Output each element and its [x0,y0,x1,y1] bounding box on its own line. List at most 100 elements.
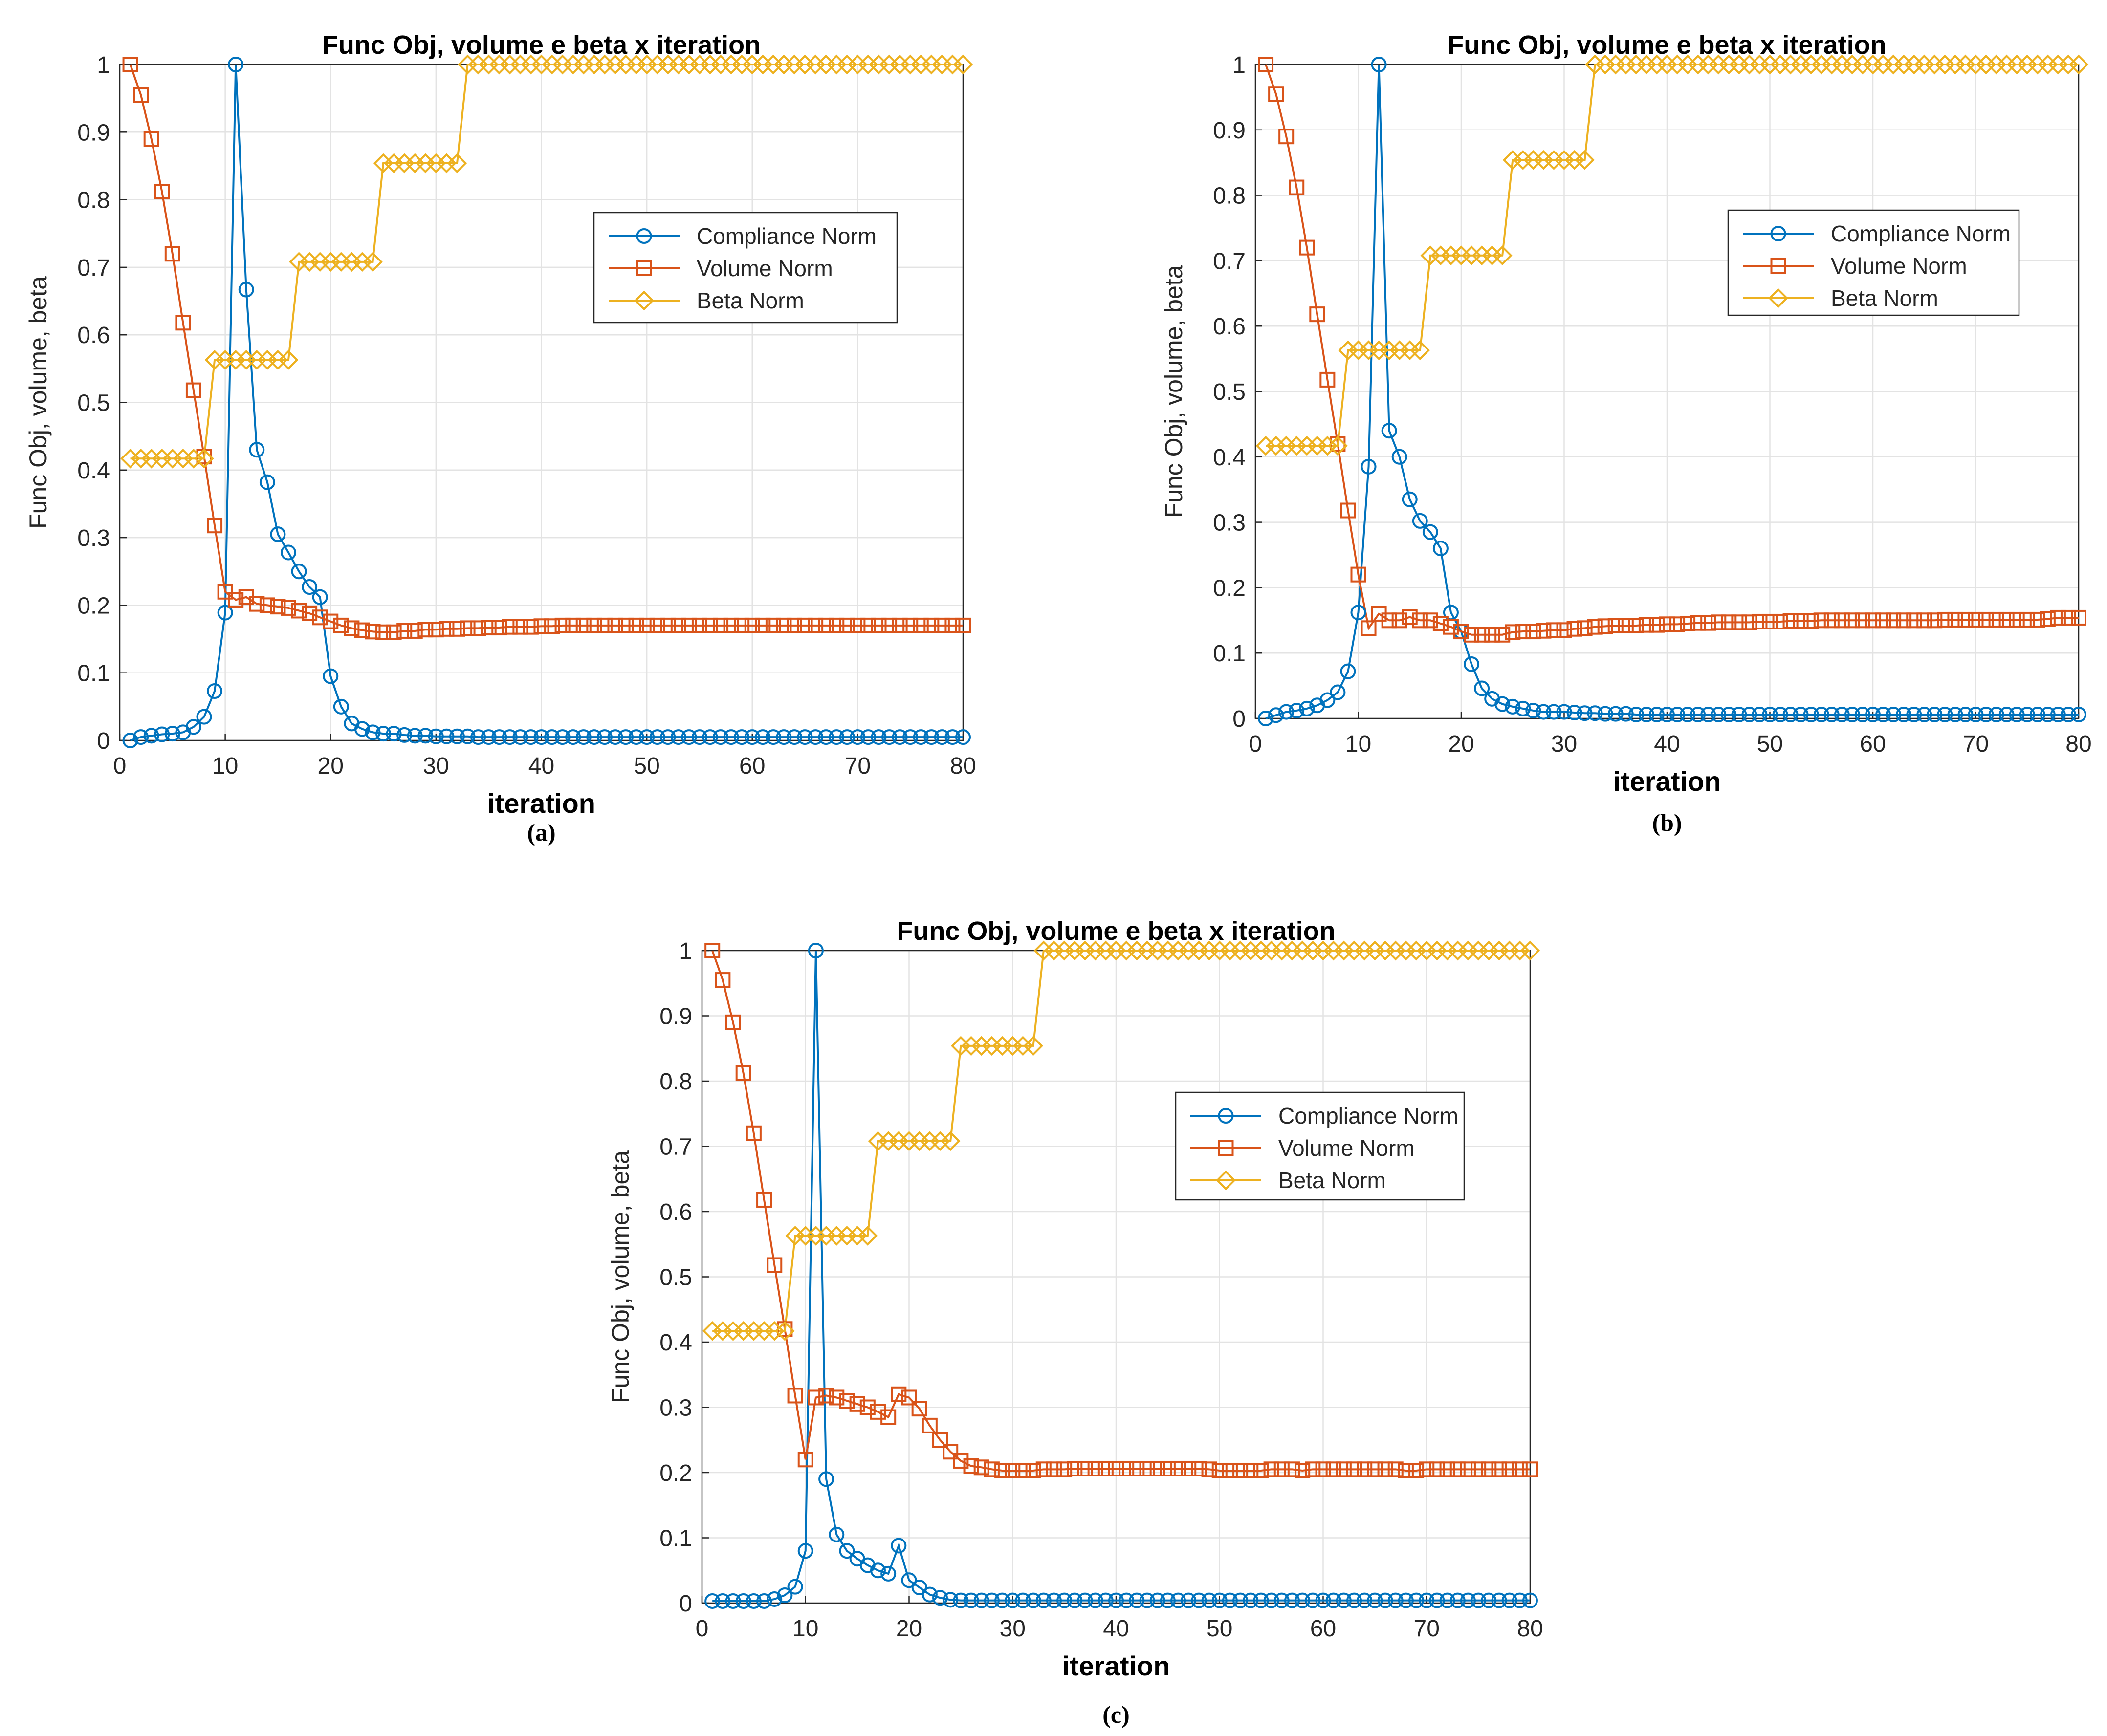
data-point-volume-45 [586,617,602,633]
data-point-volume-15 [849,1396,865,1412]
data-point-compliance-21 [333,698,349,715]
data-point-compliance-61 [755,729,771,745]
data-point-volume-77 [923,617,940,633]
legend-label-volume: Volume Norm [1278,1135,1415,1161]
data-point-compliance-50 [1211,1592,1228,1608]
data-point-compliance-66 [1377,1592,1393,1608]
x-tick-label: 50 [1207,1616,1232,1642]
data-point-compliance-43 [565,729,581,745]
data-point-volume-57 [1834,612,1850,629]
data-point-compliance-68 [829,729,845,745]
data-point-compliance-75 [2019,706,2035,722]
y-tick-label: 0.3 [1213,510,1246,536]
data-point-compliance-65 [797,729,813,745]
data-point-volume-33 [1035,1461,1052,1477]
data-point-volume-2 [1268,86,1284,102]
data-point-compliance-12 [238,282,254,298]
x-tick-label: 40 [1654,731,1680,757]
data-point-compliance-11 [1361,458,1377,475]
data-point-compliance-56 [702,729,718,745]
data-point-compliance-24 [365,724,381,740]
y-tick-label: 0.5 [1213,379,1246,405]
data-point-compliance-2 [133,729,149,745]
data-point-compliance-77 [923,729,940,745]
data-point-volume-55 [1813,612,1829,629]
data-point-volume-65 [1367,1461,1383,1477]
data-point-volume-17 [291,603,307,619]
data-point-volume-5 [164,246,180,262]
data-point-compliance-41 [1669,706,1686,722]
data-point-compliance-39 [1648,706,1665,722]
data-point-compliance-32 [449,728,465,744]
data-point-volume-49 [628,617,644,633]
data-point-compliance-58 [1844,706,1860,722]
data-point-compliance-47 [607,729,623,745]
data-point-volume-68 [1398,1462,1414,1478]
data-point-compliance-65 [1916,706,1932,722]
data-point-compliance-23 [354,721,370,737]
data-point-volume-61 [755,617,771,633]
data-point-compliance-68 [1947,706,1963,722]
data-point-volume-72 [871,617,887,633]
data-point-compliance-1 [122,733,138,748]
data-point-compliance-35 [481,729,497,745]
data-point-compliance-73 [1449,1592,1466,1608]
data-point-compliance-25 [1505,698,1521,715]
data-point-compliance-73 [881,729,898,745]
data-point-compliance-26 [1515,700,1531,716]
data-point-legend-beta-0 [1768,288,1788,308]
x-tick-label: 20 [896,1616,922,1642]
data-point-compliance-43 [1690,706,1706,722]
data-point-compliance-27 [973,1592,989,1608]
x-tick-label: 50 [1757,731,1783,757]
data-point-compliance-74 [1460,1592,1476,1608]
data-point-volume-55 [691,617,707,633]
data-point-compliance-42 [554,729,571,745]
data-point-volume-31 [1015,1462,1031,1478]
data-point-compliance-80 [955,729,971,745]
data-point-legend-volume-0 [636,260,652,276]
data-point-compliance-46 [1721,706,1737,722]
x-tick-label: 80 [2065,731,2091,757]
data-point-compliance-54 [1803,706,1819,722]
data-point-compliance-68 [1398,1592,1414,1608]
data-point-compliance-61 [1875,706,1891,722]
data-point-compliance-53 [670,729,686,745]
data-point-volume-4 [735,1065,751,1081]
x-tick-label: 50 [634,753,659,779]
data-point-volume-65 [1916,612,1932,629]
data-point-volume-42 [1129,1460,1145,1476]
data-point-volume-49 [1752,613,1768,629]
data-point-compliance-64 [1906,706,1922,722]
data-point-volume-15 [270,599,286,615]
data-point-volume-69 [1957,611,1974,628]
data-point-compliance-45 [1160,1592,1176,1608]
data-point-volume-79 [944,617,961,633]
data-point-volume-1 [122,57,138,72]
data-point-compliance-71 [860,729,876,745]
data-point-volume-21 [1464,627,1480,643]
data-point-volume-58 [1295,1462,1311,1478]
data-point-volume-38 [1087,1460,1103,1476]
data-point-legend-compliance-0 [636,228,652,244]
data-point-volume-38 [1638,617,1654,633]
data-point-legend-compliance-0 [1770,226,1786,241]
data-point-volume-7 [767,1257,783,1273]
data-point-compliance-47 [1181,1592,1197,1608]
data-point-beta-24 [1492,245,1513,266]
y-tick-label: 0.8 [77,188,110,214]
data-point-compliance-56 [1273,1592,1290,1608]
data-point-volume-35 [1056,1461,1073,1477]
data-point-volume-13 [1381,612,1397,629]
data-point-volume-63 [776,617,792,633]
y-tick-label: 0 [679,1591,692,1617]
data-point-volume-2 [715,972,731,988]
data-point-compliance-14 [839,1543,855,1559]
data-point-volume-33 [1587,619,1603,635]
x-axis-label: iteration [487,788,595,819]
data-point-volume-26 [963,1458,979,1474]
series-markers-volume [704,943,1538,1478]
data-point-compliance-57 [1284,1592,1300,1608]
data-point-volume-2 [133,87,149,103]
data-point-volume-39 [1648,617,1665,633]
